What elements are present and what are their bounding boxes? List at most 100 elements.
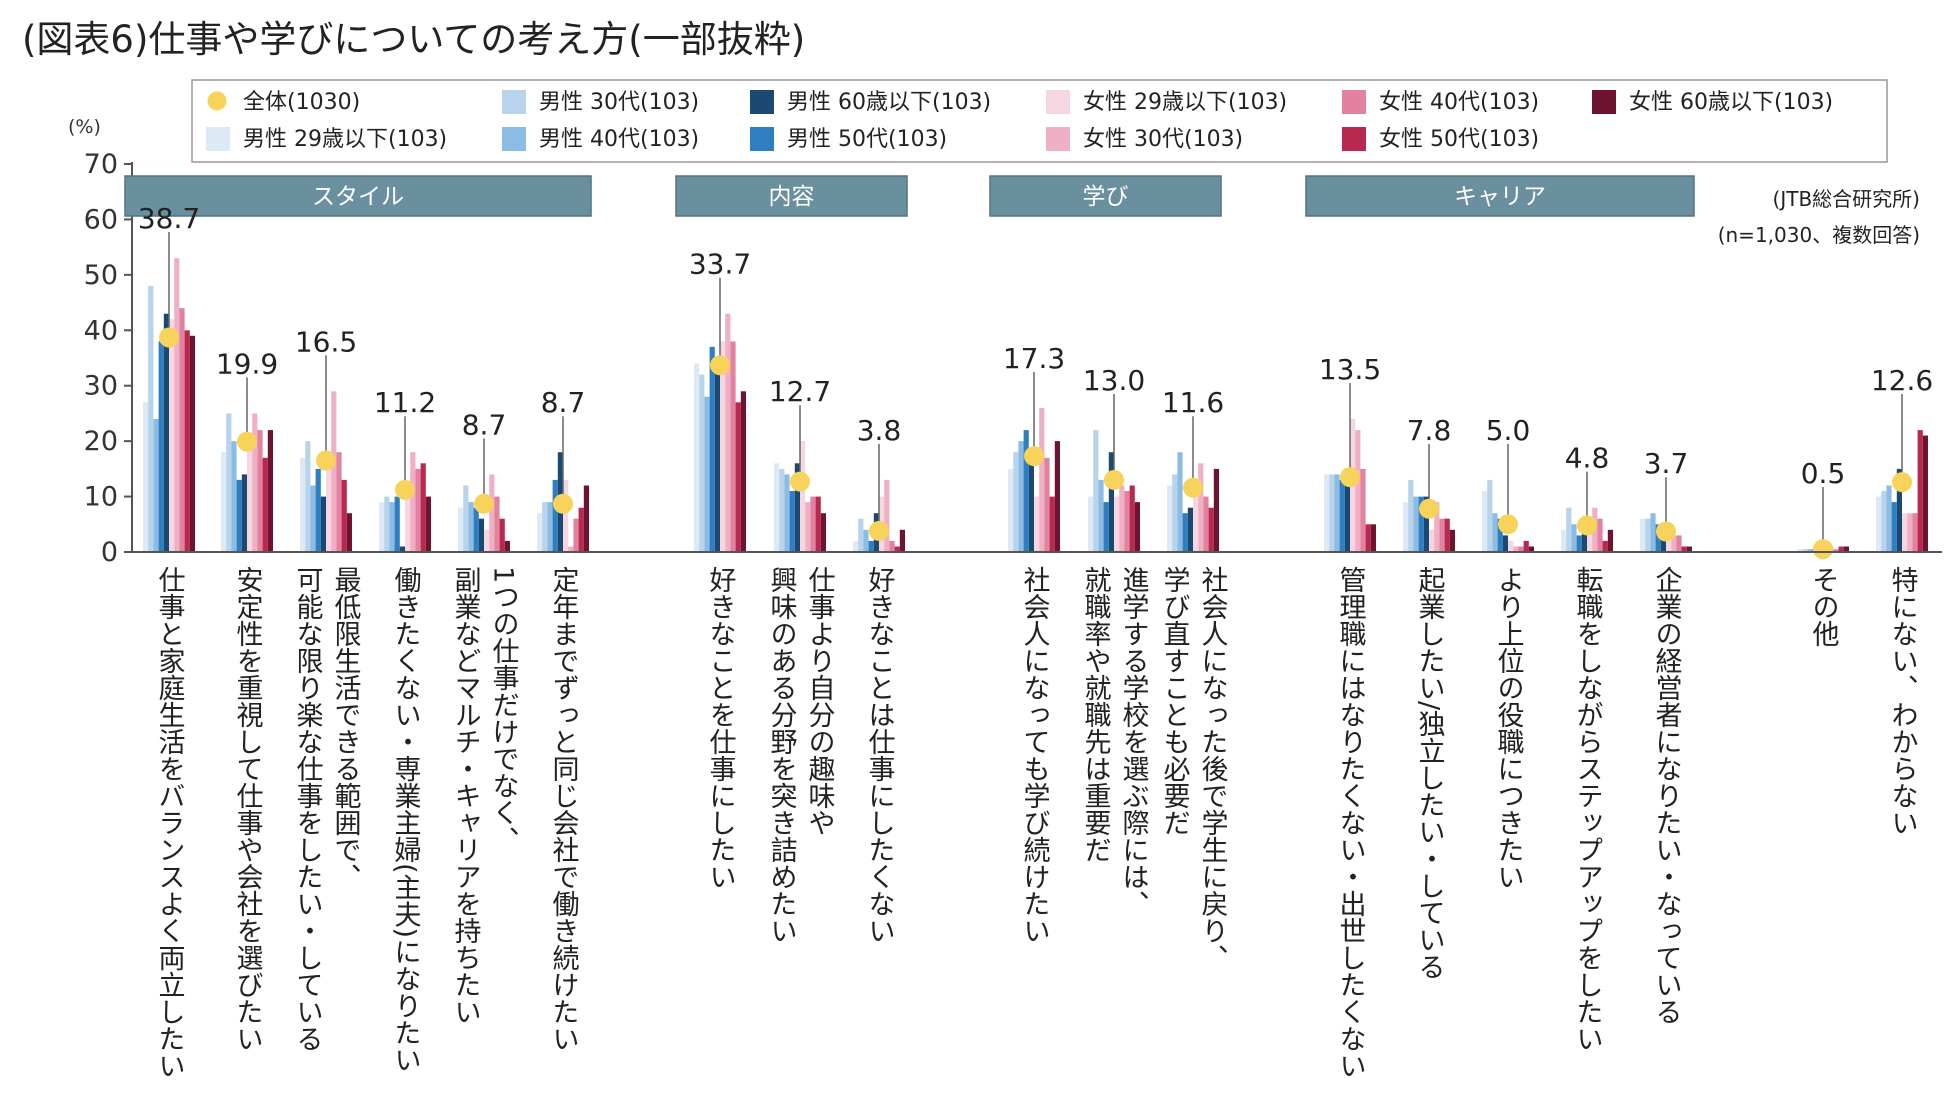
category-label: 管理職にはなりたくない・出世したくない bbox=[1335, 566, 1367, 1079]
data-label: 19.9 bbox=[216, 347, 278, 380]
bar bbox=[815, 496, 821, 552]
bar bbox=[1093, 430, 1099, 552]
data-label: 11.2 bbox=[374, 386, 436, 419]
y-axis-label: (%) bbox=[68, 116, 101, 138]
bar bbox=[774, 463, 780, 552]
bar bbox=[725, 313, 731, 552]
bar bbox=[221, 452, 227, 552]
bar bbox=[163, 313, 169, 552]
bar bbox=[884, 479, 890, 552]
total-point bbox=[1024, 446, 1044, 467]
data-label: 7.8 bbox=[1407, 414, 1452, 447]
group-banner bbox=[675, 175, 908, 217]
bar bbox=[1044, 457, 1050, 552]
bar bbox=[1528, 546, 1534, 552]
legend-swatch bbox=[1046, 127, 1070, 151]
bar bbox=[489, 474, 495, 552]
bar bbox=[1482, 491, 1488, 552]
category-label: 可能な限り楽な仕事をしたい・している bbox=[292, 566, 324, 1052]
bar bbox=[1502, 535, 1508, 552]
category-label: 働きたくない・専業主婦(主夫)になりたい bbox=[390, 566, 422, 1073]
bar bbox=[1891, 502, 1897, 552]
bar bbox=[1671, 535, 1677, 552]
total-point bbox=[1577, 515, 1597, 536]
bar bbox=[800, 441, 806, 552]
total-point bbox=[1419, 498, 1439, 519]
bar bbox=[730, 341, 736, 552]
y-tick-label: 50 bbox=[84, 260, 118, 291]
bar bbox=[1129, 485, 1135, 552]
bar bbox=[153, 419, 159, 552]
y-tick-label: 70 bbox=[84, 149, 118, 180]
data-label: 17.3 bbox=[1003, 342, 1065, 375]
bar bbox=[1098, 479, 1104, 552]
data-label: 33.7 bbox=[689, 248, 751, 281]
bar bbox=[1807, 549, 1813, 552]
data-label: 11.6 bbox=[1162, 386, 1224, 419]
category-label: 安定性を重視して仕事や会社を選びたい bbox=[232, 566, 264, 1052]
bar bbox=[820, 513, 826, 552]
bar bbox=[1124, 491, 1130, 552]
group-banner-label: 学び bbox=[1083, 184, 1129, 210]
total-point bbox=[1340, 467, 1360, 488]
bar bbox=[184, 330, 190, 552]
y-tick-label: 60 bbox=[84, 204, 118, 235]
legend-label: 女性 50代(103) bbox=[1379, 127, 1539, 152]
bar bbox=[346, 513, 352, 552]
bar bbox=[405, 496, 411, 552]
bar bbox=[1607, 529, 1613, 552]
data-label: 8.7 bbox=[462, 408, 507, 441]
bar bbox=[499, 518, 505, 552]
bar bbox=[1640, 518, 1646, 552]
data-label: 13.5 bbox=[1319, 353, 1381, 386]
bar bbox=[1134, 502, 1140, 552]
bar bbox=[1645, 518, 1651, 552]
bar bbox=[336, 452, 342, 552]
category-label: 仕事より自分の趣味や bbox=[804, 566, 836, 836]
data-label: 12.7 bbox=[769, 375, 831, 408]
bar bbox=[699, 374, 705, 552]
bar bbox=[547, 502, 553, 552]
category-label: 副業などマルチ・キャリアを持ちたい bbox=[450, 566, 482, 1025]
bar bbox=[252, 413, 258, 552]
bar bbox=[1344, 474, 1350, 552]
bar bbox=[1203, 496, 1209, 552]
bar bbox=[341, 479, 347, 552]
bar bbox=[1802, 549, 1808, 552]
bar bbox=[1881, 491, 1887, 552]
total-point bbox=[395, 479, 415, 500]
bar bbox=[1182, 513, 1188, 552]
total-point bbox=[1656, 521, 1676, 542]
bar bbox=[1088, 496, 1094, 552]
legend-swatch bbox=[1342, 127, 1366, 151]
bar bbox=[810, 496, 816, 552]
y-tick-label: 10 bbox=[84, 482, 118, 513]
legend-swatch bbox=[502, 127, 526, 151]
total-point bbox=[553, 493, 573, 514]
bar bbox=[1423, 496, 1429, 552]
bar bbox=[1049, 496, 1055, 552]
bar bbox=[1571, 524, 1577, 552]
bar bbox=[236, 479, 242, 552]
group-banner bbox=[124, 175, 592, 217]
bar bbox=[1655, 524, 1661, 552]
data-label: 13.0 bbox=[1083, 364, 1145, 397]
bar bbox=[484, 529, 490, 552]
category-label: 最低限生活できる範囲で、 bbox=[330, 566, 362, 890]
bar bbox=[1896, 468, 1902, 552]
data-label: 0.5 bbox=[1801, 457, 1846, 490]
bar bbox=[1518, 546, 1524, 552]
bar bbox=[1597, 518, 1603, 552]
bar bbox=[473, 507, 479, 552]
bar bbox=[1108, 452, 1114, 552]
bar bbox=[1843, 546, 1849, 552]
bar bbox=[267, 430, 273, 552]
bar bbox=[542, 502, 548, 552]
bar bbox=[735, 402, 741, 552]
bar bbox=[1587, 518, 1593, 552]
bar bbox=[1497, 518, 1503, 552]
bar bbox=[425, 496, 431, 552]
bar bbox=[389, 502, 395, 552]
bar bbox=[247, 435, 253, 552]
sample-note: (n=1,030、複数回答) bbox=[1718, 223, 1920, 247]
